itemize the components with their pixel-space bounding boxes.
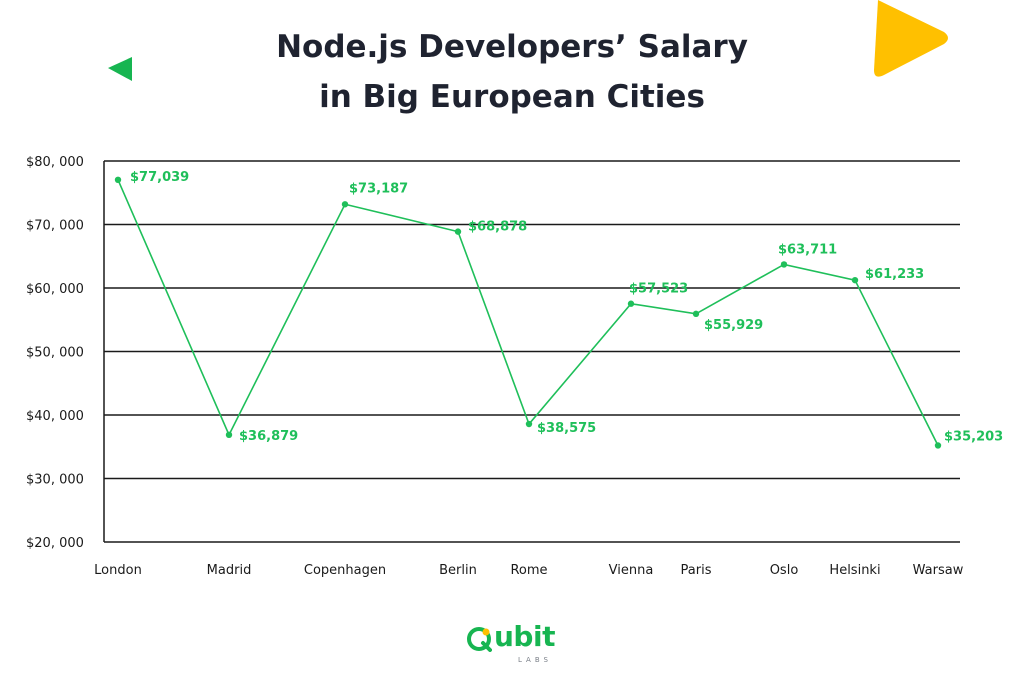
- data-label: $77,039: [130, 170, 189, 185]
- y-tick-label: $30, 000: [26, 473, 84, 488]
- data-label: $61,233: [865, 267, 924, 282]
- y-tick-label: $80, 000: [26, 155, 84, 170]
- data-point: [780, 261, 788, 268]
- y-tick-label: $60, 000: [26, 282, 84, 297]
- chart-title-line-2: in Big European Cities: [319, 79, 705, 115]
- salary-series: [114, 176, 942, 449]
- y-tick-label: $50, 000: [26, 346, 84, 361]
- data-point: [851, 276, 859, 284]
- x-tick-label: Copenhagen: [304, 563, 386, 578]
- x-tick-label: Rome: [510, 563, 547, 578]
- yellow-triangle-decoration-icon: [874, 0, 948, 77]
- data-point: [692, 310, 700, 318]
- data-label: $38,575: [537, 421, 596, 436]
- x-tick-label: London: [94, 563, 142, 578]
- chart-title-line-1: Node.js Developers’ Salary: [276, 29, 748, 65]
- x-tick-label: Vienna: [609, 563, 654, 578]
- y-tick-label: $20, 000: [26, 536, 84, 551]
- x-tick-label: Helsinki: [829, 563, 880, 578]
- data-label: $63,711: [778, 242, 837, 257]
- x-tick-label: Oslo: [770, 563, 799, 578]
- x-tick-label: Paris: [681, 563, 712, 578]
- data-point: [934, 442, 942, 449]
- x-axis-ticks: London Madrid Copenhagen Berlin Rome Vienna Pa…: [94, 563, 964, 578]
- chart-title: Node.js Developers’ Salary in Big Europe…: [0, 22, 1024, 122]
- series-line: [117, 179, 939, 446]
- green-triangle-decoration-icon: [108, 57, 132, 81]
- y-tick-label: $40, 000: [26, 409, 84, 424]
- logo-wordmark: ubit: [494, 620, 555, 653]
- data-point: [525, 420, 533, 428]
- data-labels: $77,039 $36,879 $73,187 $68,878 $38,575 $57,5…: [130, 170, 1003, 445]
- data-label: $55,929: [704, 318, 763, 333]
- grid-lines: [103, 160, 960, 543]
- y-axis-ticks: $20, 000 $30, 000 $40, 000 $50, 000 $60, 000…: [26, 155, 84, 551]
- x-tick-label: Warsaw: [913, 563, 964, 578]
- data-label: $73,187: [349, 181, 408, 196]
- logo-subtitle: LABS: [518, 656, 552, 664]
- logo-q-icon: [467, 627, 492, 652]
- data-point: [225, 431, 233, 439]
- data-label: $36,879: [239, 429, 298, 444]
- x-tick-label: Berlin: [439, 563, 477, 578]
- data-label: $35,203: [944, 429, 1003, 444]
- data-point: [341, 201, 349, 208]
- x-tick-label: Madrid: [207, 563, 252, 578]
- qubit-labs-logo: ubit LABS: [466, 620, 576, 670]
- data-point: [627, 300, 635, 307]
- data-label: $68,878: [468, 220, 527, 235]
- y-tick-label: $70, 000: [26, 219, 84, 234]
- data-point: [114, 176, 122, 184]
- data-point: [454, 228, 462, 235]
- data-label: $57,523: [629, 282, 688, 297]
